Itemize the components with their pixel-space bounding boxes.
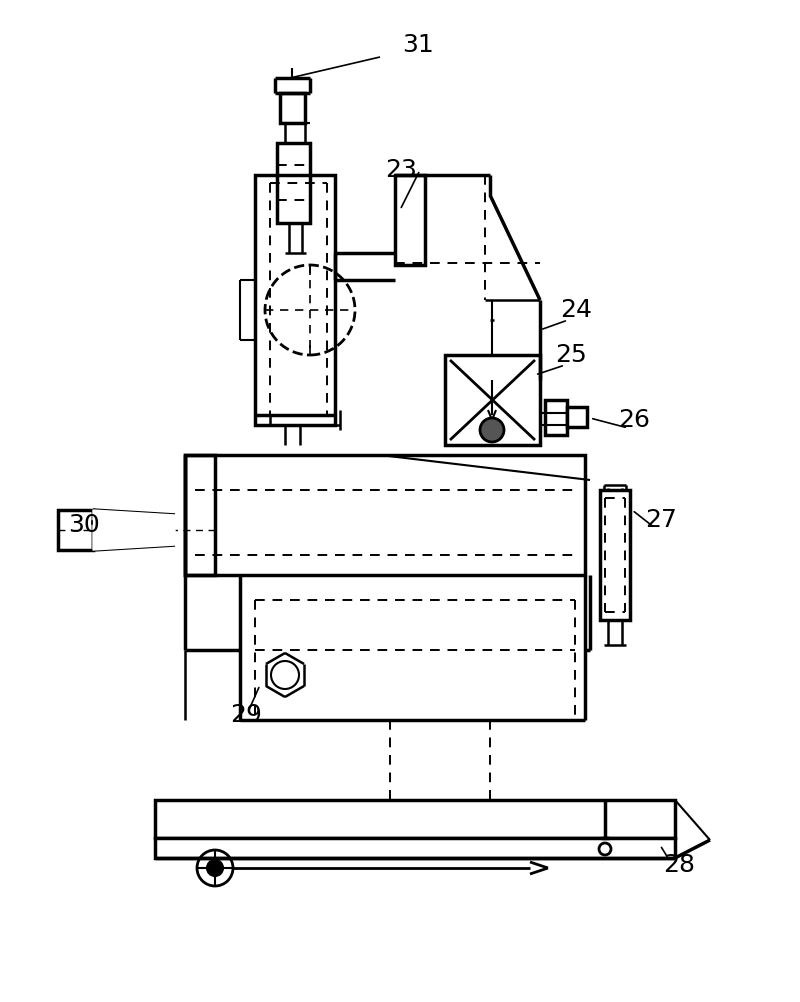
Bar [255, 175, 335, 425]
Bar [277, 143, 310, 223]
Circle shape [599, 843, 611, 855]
Bar [545, 400, 567, 435]
Bar [280, 93, 305, 123]
Text: 29: 29 [230, 703, 262, 727]
Bar [185, 455, 215, 575]
Bar [185, 455, 585, 575]
Bar [155, 800, 675, 838]
Bar [58, 510, 93, 550]
Text: 28: 28 [663, 853, 695, 877]
Text: 27: 27 [645, 508, 677, 532]
Text: 31: 31 [402, 33, 434, 57]
Text: 24: 24 [560, 298, 592, 322]
Text: 25: 25 [555, 343, 586, 367]
Bar [395, 175, 425, 265]
Circle shape [207, 860, 223, 876]
Bar [567, 407, 587, 427]
Text: 26: 26 [618, 408, 650, 432]
Bar [155, 838, 675, 858]
Polygon shape [93, 510, 175, 550]
Text: 30: 30 [68, 513, 100, 537]
Bar [600, 490, 630, 620]
Bar [445, 355, 540, 445]
Circle shape [480, 418, 504, 442]
Text: 23: 23 [385, 158, 417, 182]
